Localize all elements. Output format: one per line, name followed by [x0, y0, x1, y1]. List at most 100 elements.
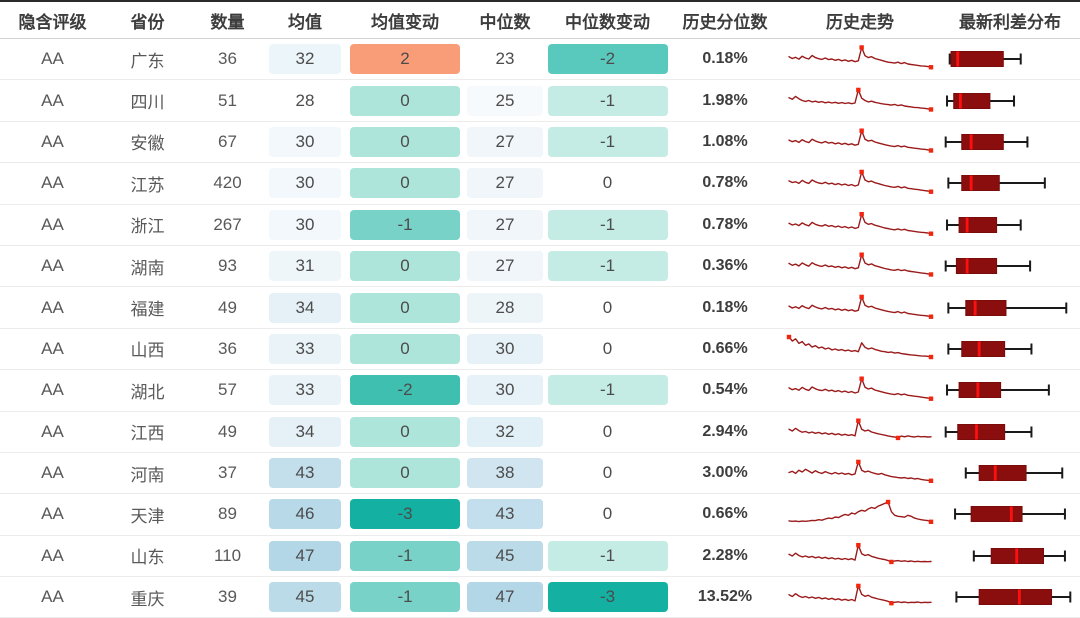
- table-row: AA 广东 36 32 2 23 -2 0.18%: [0, 39, 1080, 81]
- trend-sparkline: [788, 294, 934, 319]
- cell-count: 37: [218, 463, 237, 483]
- mean-change-heat-pill: 0: [350, 292, 460, 323]
- spread-boxplot: [947, 340, 1033, 357]
- mean-heat-pill: 30: [269, 168, 341, 199]
- cell-distribution: [940, 250, 1080, 282]
- spread-boxplot: [947, 299, 1068, 316]
- cell-implied-rating: AA: [41, 338, 64, 358]
- mean-change-heat-pill: 0: [350, 251, 460, 282]
- cell-province: 河南: [130, 465, 165, 485]
- header-implied-rating: 隐含评级: [18, 12, 87, 32]
- cell-province: 福建: [130, 300, 165, 320]
- median-change-heat-pill: 0: [547, 292, 668, 323]
- header-count: 数量: [210, 12, 245, 32]
- cell-mean-change: -1: [345, 582, 465, 613]
- cell-median-change: 0: [545, 416, 670, 447]
- cell-mean: 30: [265, 126, 345, 157]
- mean-change-heat-pill: 0: [350, 416, 460, 447]
- cell-distribution: [940, 209, 1080, 241]
- mean-change-heat-pill: 0: [350, 168, 460, 199]
- table-body: AA 广东 36 32 2 23 -2 0.18% AA 四川 51 28 0 …: [0, 39, 1080, 618]
- spread-boxplot: [946, 92, 1016, 109]
- cell-mean-change: 0: [345, 85, 465, 116]
- cell-trend: [780, 209, 940, 241]
- cell-percentile: 1.08%: [702, 132, 748, 150]
- cell-count: 110: [213, 545, 242, 565]
- cell-median: 30: [465, 375, 545, 406]
- mean-heat-pill: 33: [269, 333, 341, 364]
- mean-change-heat-pill: -3: [350, 499, 460, 530]
- median-heat-pill: 27: [467, 209, 543, 240]
- cell-median-change: 0: [545, 458, 670, 489]
- mean-heat-pill: 30: [269, 126, 341, 157]
- header-mean: 均值: [288, 12, 322, 32]
- cell-distribution: [940, 457, 1080, 489]
- cell-distribution: [940, 292, 1080, 324]
- median-heat-pill: 27: [467, 126, 543, 157]
- mean-heat-pill: 43: [269, 458, 341, 489]
- cell-province: 江西: [130, 424, 165, 444]
- median-heat-pill: 23: [467, 44, 543, 75]
- cell-percentile: 2.94%: [702, 422, 748, 440]
- cell-implied-rating: AA: [41, 173, 64, 193]
- cell-median: 43: [465, 499, 545, 530]
- cell-trend: [780, 250, 940, 282]
- cell-distribution: [940, 167, 1080, 199]
- cell-mean: 33: [265, 333, 345, 364]
- spread-boxplot: [944, 423, 1033, 440]
- table-row: AA 湖南 93 31 0 27 -1 0.36%: [0, 246, 1080, 288]
- cell-province: 湖南: [130, 258, 165, 278]
- cell-median-change: -1: [545, 85, 670, 116]
- spread-boxplot: [944, 133, 1029, 150]
- table-row: AA 江苏 420 30 0 27 0 0.78%: [0, 163, 1080, 205]
- cell-mean: 30: [265, 168, 345, 199]
- trend-sparkline: [788, 45, 934, 70]
- table-row: AA 河南 37 43 0 38 0 3.00%: [0, 453, 1080, 495]
- cell-mean: 47: [265, 540, 345, 571]
- table-row: AA 山西 36 33 0 30 0 0.66%: [0, 329, 1080, 371]
- cell-distribution: [940, 416, 1080, 448]
- cell-distribution: [940, 374, 1080, 406]
- cell-median: 32: [465, 416, 545, 447]
- cell-implied-rating: AA: [41, 297, 64, 317]
- cell-mean-change: 0: [345, 333, 465, 364]
- cell-mean: 34: [265, 292, 345, 323]
- trend-sparkline: [788, 459, 934, 484]
- median-change-heat-pill: 0: [547, 168, 668, 199]
- cell-count: 89: [218, 504, 237, 524]
- cell-count: 267: [213, 214, 242, 234]
- spread-boxplot: [955, 589, 1072, 606]
- cell-mean-change: 0: [345, 251, 465, 282]
- cell-province: 四川: [130, 93, 165, 113]
- cell-percentile: 3.00%: [702, 464, 748, 482]
- table-row: AA 江西 49 34 0 32 0 2.94%: [0, 412, 1080, 453]
- median-heat-pill: 43: [467, 499, 543, 530]
- trend-sparkline: [788, 211, 934, 236]
- mean-heat-pill: 46: [269, 499, 341, 530]
- trend-sparkline: [786, 334, 934, 360]
- cell-median-change: -1: [545, 251, 670, 282]
- cell-mean: 33: [265, 375, 345, 406]
- cell-trend: [780, 43, 940, 75]
- table-row: AA 天津 89 46 -3 43 0 0.66%: [0, 494, 1080, 536]
- cell-median: 28: [465, 292, 545, 323]
- trend-sparkline: [788, 500, 934, 525]
- cell-median-change: 0: [545, 168, 670, 199]
- table-header: 隐含评级 省份 数量 均值 均值变动 中位数 中位数变动 历史分位数 历史走势 …: [0, 2, 1080, 39]
- mean-change-heat-pill: -1: [350, 540, 460, 571]
- mean-heat-pill: 34: [269, 416, 341, 447]
- cell-percentile: 0.54%: [702, 381, 748, 399]
- table-row: AA 福建 49 34 0 28 0 0.18%: [0, 287, 1080, 329]
- cell-province: 浙江: [130, 217, 165, 237]
- median-heat-pill: 38: [467, 458, 543, 489]
- header-median-change: 中位数变动: [565, 12, 650, 32]
- median-change-heat-pill: -3: [547, 582, 668, 613]
- cell-implied-rating: AA: [41, 380, 64, 400]
- cell-median: 30: [465, 333, 545, 364]
- cell-trend: [780, 581, 940, 613]
- median-change-heat-pill: -1: [547, 375, 668, 406]
- cell-distribution: [940, 333, 1080, 365]
- cell-percentile: 0.18%: [702, 50, 748, 68]
- cell-trend: [780, 85, 940, 117]
